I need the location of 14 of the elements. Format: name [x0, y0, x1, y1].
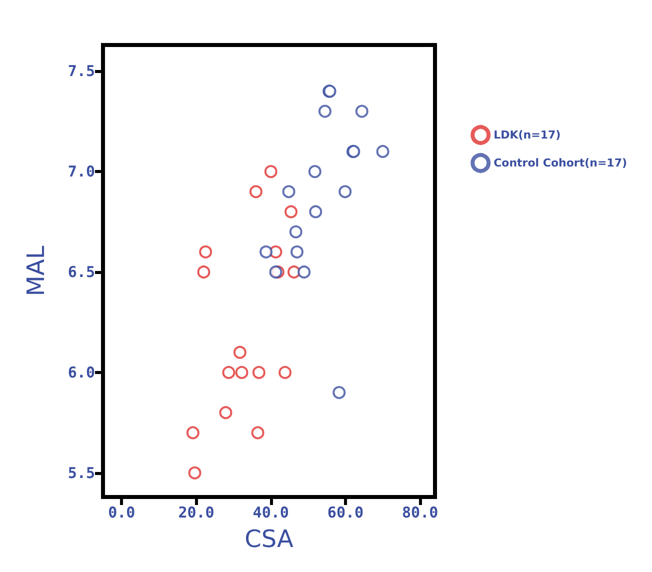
y-tick-label: 6.0 — [68, 363, 95, 382]
x-tick-label: 80.0 — [402, 504, 438, 522]
legend-label: Control Cohort(n=17) — [494, 156, 628, 170]
y-axis-title: MAL — [22, 245, 50, 296]
x-tick-label: 60.0 — [327, 504, 364, 522]
x-axis-title: CSA — [244, 525, 294, 553]
x-tick-label: 20.0 — [178, 504, 214, 522]
y-tick-label: 6.5 — [68, 263, 95, 282]
x-tick-label: 0.0 — [108, 504, 136, 522]
legend-label: LDK(n=17) — [494, 128, 561, 142]
y-tick-label: 7.0 — [68, 162, 95, 181]
x-tick-label: 40.0 — [252, 504, 289, 522]
y-tick-label: 5.5 — [68, 464, 95, 482]
y-tick-label: 7.5 — [68, 62, 95, 80]
